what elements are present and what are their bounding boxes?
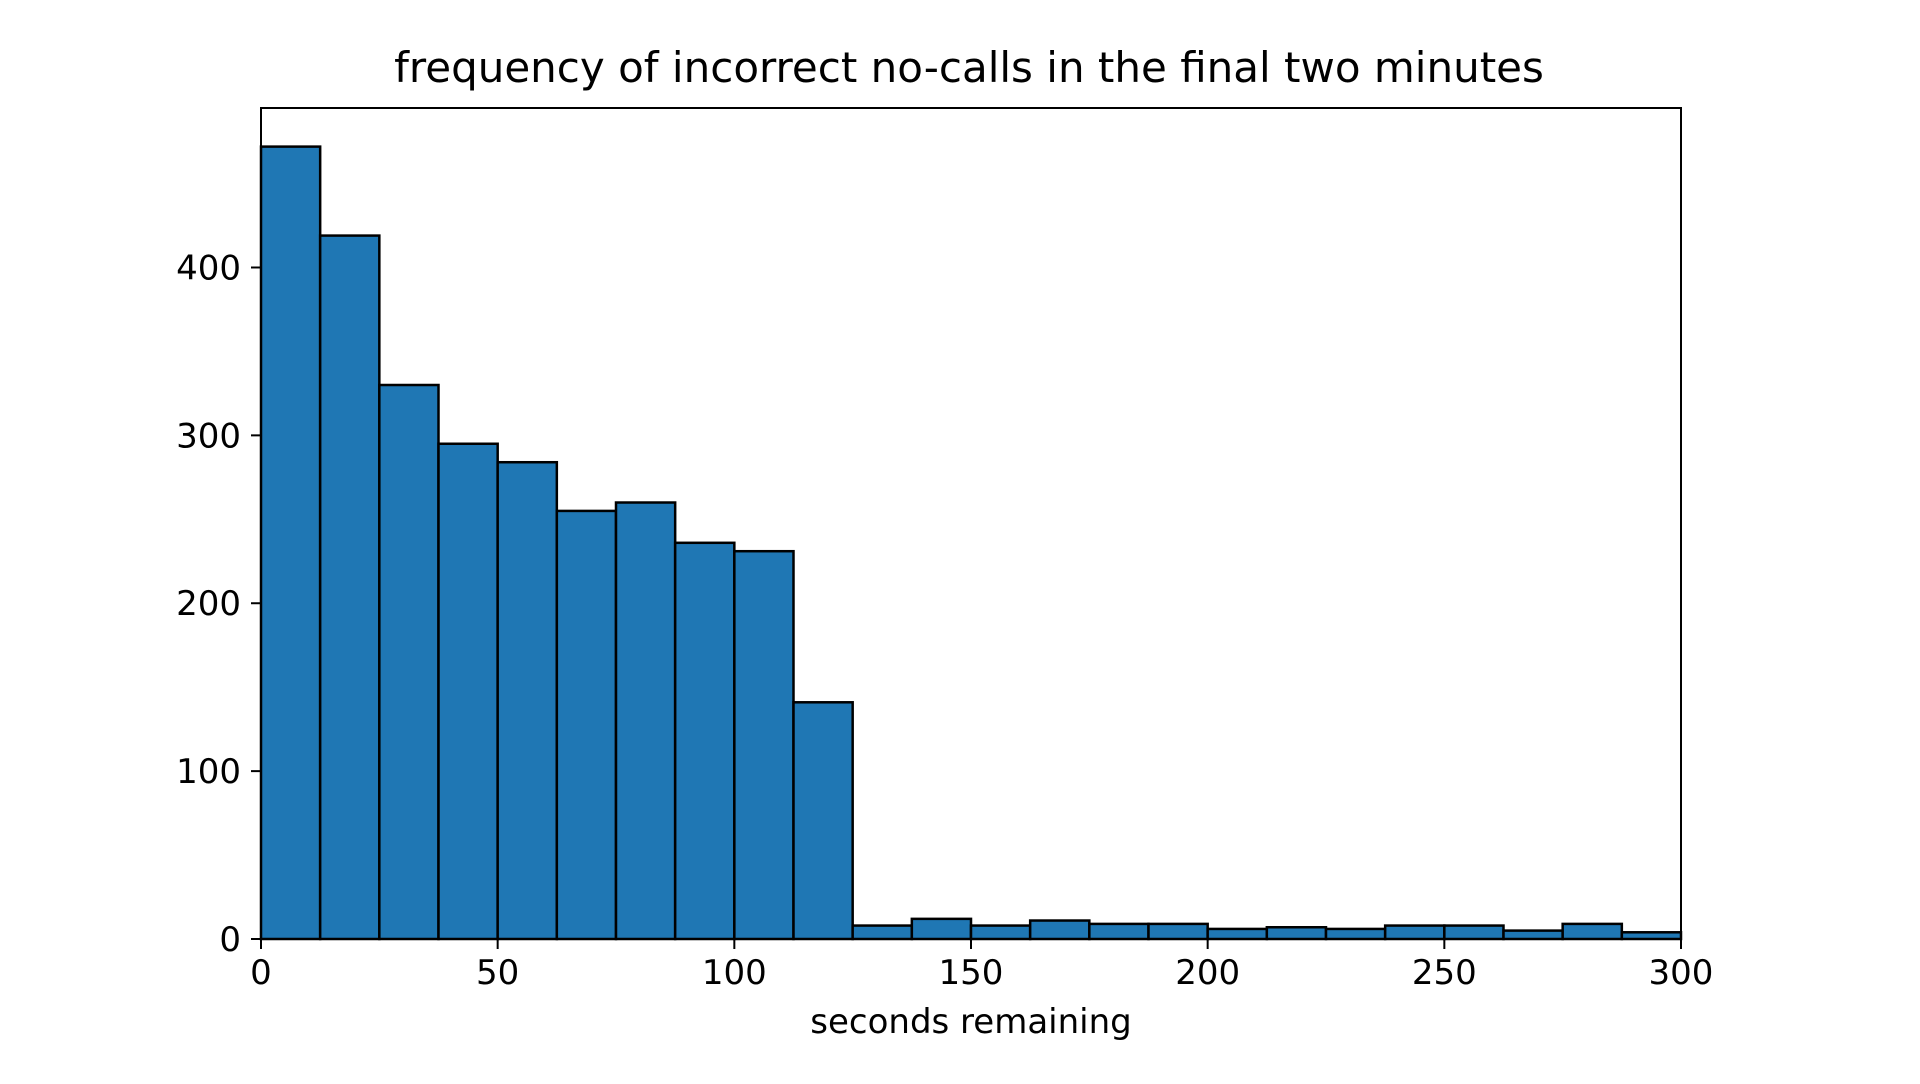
histogram-bar-16 [1206,927,1269,941]
histogram-bar-3 [437,442,499,941]
histogram-bar-20 [1443,924,1505,941]
ticks-layer: 0 50 100 150 200 250 300 0 100 200 300 400 [176,248,1713,993]
x-axis-label: seconds remaining [810,1002,1131,1042]
histogram-bar-0 [259,145,322,941]
y-tick-label-0: 0 [219,920,241,960]
histogram-bar-7 [673,541,736,941]
histogram-bar-21 [1502,929,1564,941]
histogram-bar-23 [1620,931,1683,941]
x-tick-label-6: 300 [1649,953,1714,993]
y-tick-label-2: 200 [176,584,241,624]
x-tick-label-4: 200 [1175,953,1240,993]
histogram-bar-19 [1383,924,1446,941]
chart-title: frequency of incorrect no-calls in the f… [394,43,1544,92]
x-tick-label-5: 250 [1412,953,1477,993]
y-tick-label-3: 300 [176,416,241,456]
histogram-bar-14 [1088,922,1150,941]
histogram-bar-22 [1561,922,1624,941]
histogram-bar-6 [614,501,677,941]
histogram-bar-11 [910,917,973,941]
plot-frame [260,107,1682,940]
histogram-bar-5 [555,509,618,941]
x-tick-label-1: 50 [476,953,519,993]
histogram-bar-17 [1265,925,1328,941]
histogram-bar-9 [792,701,854,941]
histogram-bar-13 [1028,919,1091,941]
bars-layer [259,145,1683,941]
histogram-bar-1 [318,234,381,941]
y-tick-label-4: 400 [176,248,241,288]
y-tick-label-1: 100 [176,752,241,792]
histogram-bar-15 [1147,922,1209,941]
histogram-bar-10 [851,924,914,941]
histogram-bar-8 [733,549,795,941]
histogram-bar-2 [378,383,440,941]
x-tick-label-3: 150 [939,953,1004,993]
histogram-bar-12 [969,924,1032,941]
histogram-bar-4 [496,460,559,941]
x-tick-label-2: 100 [702,953,767,993]
x-tick-label-0: 0 [250,953,272,993]
histogram-bar-18 [1324,927,1387,941]
